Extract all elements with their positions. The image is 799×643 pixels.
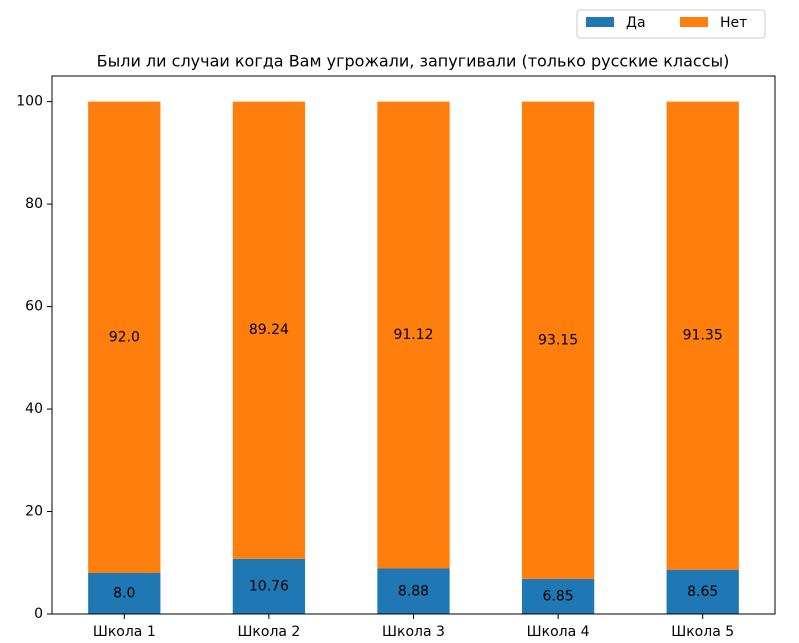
bar-segment xyxy=(232,101,306,559)
y-tick-label: 100 xyxy=(16,94,43,110)
data-label: 89.24 xyxy=(249,322,289,338)
legend-swatch xyxy=(680,17,708,27)
bar-segment xyxy=(521,578,595,614)
data-label: 10.76 xyxy=(249,578,289,594)
data-label: 6.85 xyxy=(543,588,574,604)
chart-title: Были ли случаи когда Вам угрожали, запуг… xyxy=(97,52,730,71)
bar-segment xyxy=(88,573,161,614)
x-tick-label: Школа 1 xyxy=(93,624,156,639)
legend-swatch xyxy=(586,17,614,27)
x-tick-label: Школа 3 xyxy=(382,624,445,639)
data-label: 93.15 xyxy=(538,332,578,348)
plot-frame xyxy=(51,75,776,615)
y-tick-label: 20 xyxy=(25,504,43,520)
x-tick-label: Школа 5 xyxy=(671,624,734,639)
y-tick-label: 40 xyxy=(25,401,43,417)
y-tick-label: 60 xyxy=(25,299,43,315)
y-tick-label: 0 xyxy=(34,606,43,622)
data-label: 92.0 xyxy=(109,329,140,345)
bar-segment xyxy=(666,569,739,614)
bar-segment xyxy=(88,101,161,574)
bar-segment xyxy=(377,101,450,569)
bar-segment xyxy=(521,101,595,579)
legend-box xyxy=(576,9,766,39)
x-tick-label: Школа 2 xyxy=(237,624,300,639)
data-label: 8.0 xyxy=(113,586,135,602)
data-label: 91.12 xyxy=(393,327,433,343)
bar-segment xyxy=(666,101,739,570)
legend-label: Нет xyxy=(720,15,747,31)
bar-segment xyxy=(232,558,306,614)
data-label: 8.65 xyxy=(687,584,718,600)
data-label: 8.88 xyxy=(398,583,429,599)
data-label: 91.35 xyxy=(683,328,723,344)
bar-segment xyxy=(377,568,450,614)
legend-label: Да xyxy=(626,15,646,31)
x-tick-label: Школа 4 xyxy=(527,624,590,639)
y-tick-label: 80 xyxy=(25,196,43,212)
